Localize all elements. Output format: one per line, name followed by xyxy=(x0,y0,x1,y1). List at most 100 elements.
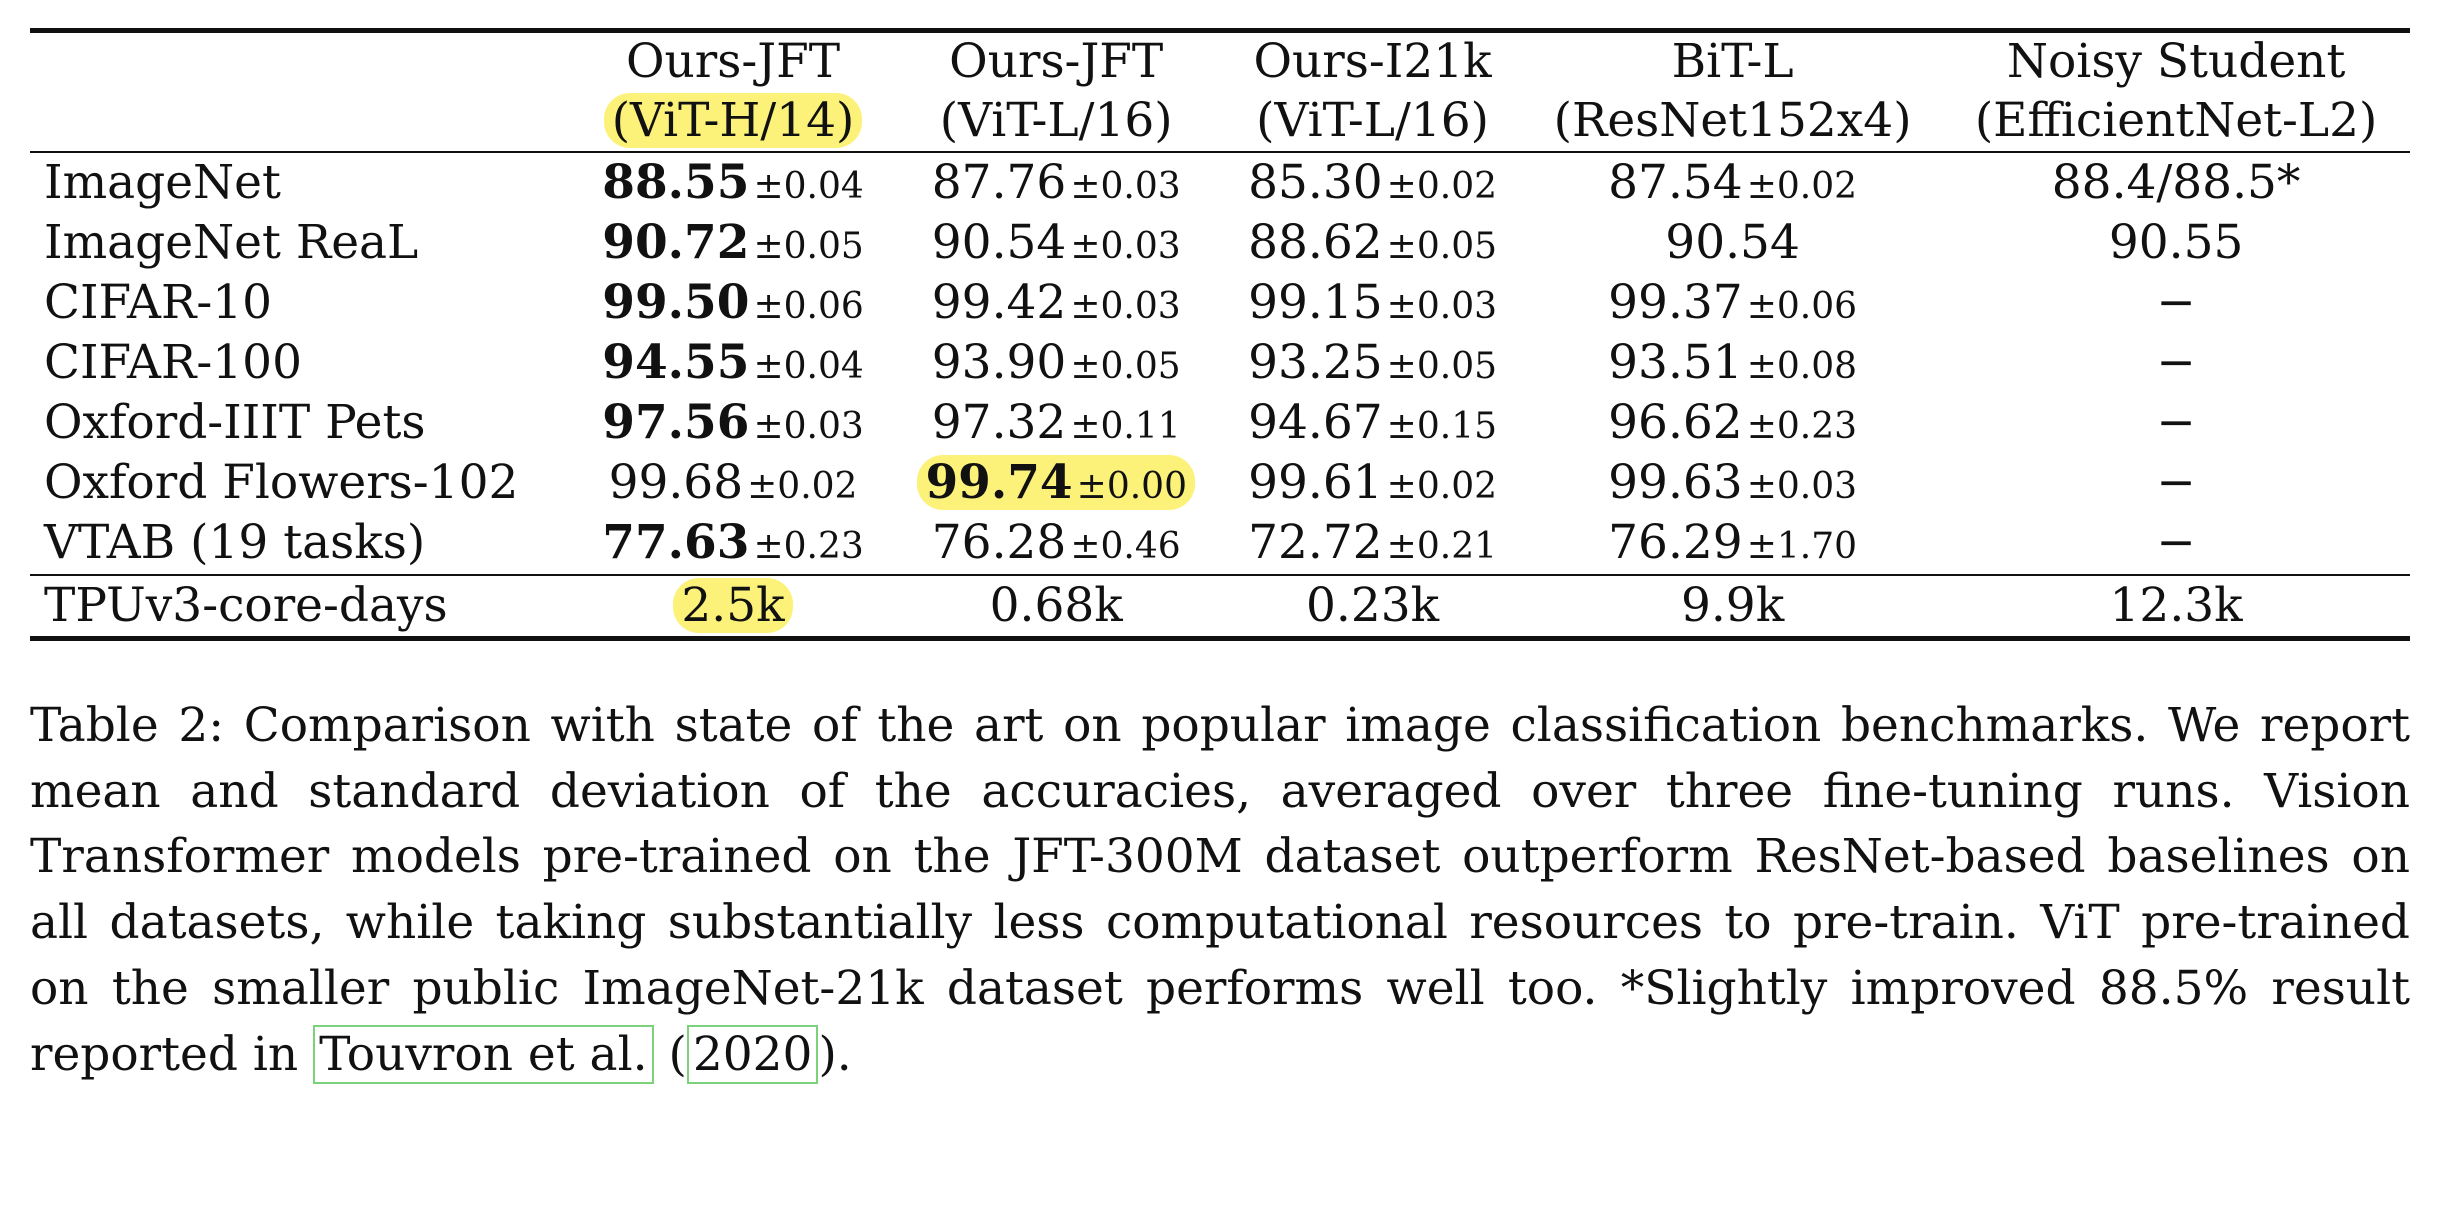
mean-value: 99.68 xyxy=(608,455,744,511)
column-header: Ours-JFT (ViT-L/16) xyxy=(939,34,1173,148)
score-cell: 90.54 ±0.03 xyxy=(890,213,1222,273)
mean-value: 94.67 xyxy=(1248,395,1383,451)
score-cell: 90.54 xyxy=(1665,214,1800,270)
row-label: Oxford-IIIT Pets xyxy=(44,395,426,451)
std-value: 0.02 xyxy=(1776,165,1858,207)
table-row: Oxford Flowers-102 99.68 ±0.02 99.74 ±0.00 99… xyxy=(30,453,2410,513)
score-cell: 94.55 ±0.04 xyxy=(576,333,891,393)
mean-value: 87.76 xyxy=(931,154,1067,210)
mean-value: 72.72 xyxy=(1248,515,1383,571)
table-row: VTAB (19 tasks) 77.63 ±0.23 76.28 ±0.46 72.72… xyxy=(30,513,2410,574)
score-cell: 76.29 ±1.70 xyxy=(1523,513,1942,574)
plus-minus: ± xyxy=(1746,285,1777,327)
citation-link[interactable]: Touvron et al. xyxy=(313,1024,654,1084)
plus-minus: ± xyxy=(1746,406,1777,448)
score-cell: 85.30 ±0.02 xyxy=(1222,150,1523,213)
std-value: 0.03 xyxy=(1416,285,1497,327)
row-label: CIFAR-10 xyxy=(44,274,273,330)
mean-value: 96.62 xyxy=(1608,395,1743,451)
plus-minus: ± xyxy=(1386,165,1417,207)
std-value: 0.23 xyxy=(1776,406,1858,448)
compute-row: TPUv3-core-days 2.5k 0.68k 0.23k 9.9k 12… xyxy=(30,573,2410,641)
std-value: 0.03 xyxy=(783,406,864,448)
highlighted-text: 2.5k xyxy=(673,577,793,633)
citation-year-link[interactable]: 2020 xyxy=(686,1024,819,1084)
plus-minus: ± xyxy=(1386,526,1417,568)
row-label: TPUv3-core-days xyxy=(30,573,576,641)
mean-value: 77.63 xyxy=(602,515,750,571)
mean-value: 99.37 xyxy=(1608,274,1743,330)
mean-value: 93.51 xyxy=(1608,334,1743,390)
plus-minus: ± xyxy=(1070,165,1101,207)
caption-text: Table 2: Comparison with state of the ar… xyxy=(30,697,2410,1082)
std-value: 0.06 xyxy=(783,285,864,327)
table-row: ImageNet 88.55 ±0.04 87.76 ±0.03 85.30 ±0.02 87… xyxy=(30,150,2410,213)
highlighted-text: (ViT-H/14) xyxy=(603,92,863,148)
highlighted-text: 99.74 ±0.00 xyxy=(917,455,1195,511)
std-value: 1.70 xyxy=(1776,526,1858,568)
plus-minus: ± xyxy=(1386,225,1417,267)
plus-minus: ± xyxy=(1386,285,1417,327)
std-value: 0.23 xyxy=(783,526,864,568)
mean-value: 99.50 xyxy=(602,274,750,330)
mean-value: 99.63 xyxy=(1608,455,1743,511)
mean-value: 90.54 xyxy=(931,214,1067,270)
header-row: Ours-JFT (ViT-H/14) Ours-JFT (ViT-L/16) Ou… xyxy=(30,30,2410,152)
std-value: 0.03 xyxy=(1776,466,1858,508)
plus-minus: ± xyxy=(753,165,784,207)
row-label: CIFAR-100 xyxy=(44,334,302,390)
plus-minus: ± xyxy=(753,406,784,448)
score-cell: 88.55 ±0.04 xyxy=(575,150,891,213)
mean-value: 93.25 xyxy=(1248,334,1383,390)
plus-minus: ± xyxy=(1386,406,1417,448)
plus-minus: ± xyxy=(1746,466,1777,508)
table-row: Oxford-IIIT Pets 97.56 ±0.03 97.32 ±0.11 94.6… xyxy=(30,393,2410,453)
compute-cell: 0.68k xyxy=(890,573,1223,641)
std-value: 0.02 xyxy=(777,466,858,508)
mean-value: 88.55 xyxy=(602,154,750,210)
plus-minus: ± xyxy=(1386,345,1417,387)
compute-cell: 0.23k xyxy=(1222,573,1523,641)
score-cell: 90.55 xyxy=(2108,214,2244,270)
score-cell: 93.25 ±0.05 xyxy=(1222,333,1523,393)
plus-minus: ± xyxy=(1070,526,1101,568)
table-row: CIFAR-10 99.50 ±0.06 99.42 ±0.03 99.15 ±0.03 99… xyxy=(30,273,2410,333)
std-value: 0.21 xyxy=(1416,526,1497,568)
score-cell: 96.62 ±0.23 xyxy=(1523,393,1942,453)
column-header: Ours-I21k (ViT-L/16) xyxy=(1253,34,1492,148)
plus-minus: ± xyxy=(1070,285,1101,327)
std-value: 0.05 xyxy=(1100,345,1181,387)
std-value: 0.08 xyxy=(1776,345,1858,387)
mean-value: 99.74 xyxy=(925,455,1073,511)
score-cell: 90.72 ±0.05 xyxy=(576,213,891,273)
plus-minus: ± xyxy=(753,225,784,267)
plus-minus: ± xyxy=(753,345,784,387)
mean-value: 97.32 xyxy=(931,395,1067,451)
results-table: Ours-JFT (ViT-H/14) Ours-JFT (ViT-L/16) Ou… xyxy=(30,28,2410,641)
plus-minus: ± xyxy=(1070,406,1101,448)
std-value: 0.15 xyxy=(1416,406,1497,448)
score-cell: 88.62 ±0.05 xyxy=(1222,213,1523,273)
score-cell: 97.32 ±0.11 xyxy=(890,393,1222,453)
plus-minus: ± xyxy=(1746,345,1777,387)
mean-value: 99.15 xyxy=(1248,274,1383,330)
column-header: BiT-L (ResNet152x4) xyxy=(1553,34,1912,148)
std-value: 0.11 xyxy=(1100,406,1181,448)
row-label: VTAB (19 tasks) xyxy=(44,515,426,571)
table-caption: Table 2: Comparison with state of the ar… xyxy=(30,697,2410,1084)
std-value: 0.06 xyxy=(1776,285,1858,327)
score-cell: 87.54 ±0.02 xyxy=(1522,150,1943,213)
plus-minus: ± xyxy=(747,466,778,508)
mean-value: 93.90 xyxy=(931,334,1067,390)
score-cell: 77.63 ±0.23 xyxy=(576,513,891,574)
score-cell: 94.67 ±0.15 xyxy=(1222,393,1523,453)
score-cell: 88.4/88.5* xyxy=(1942,150,2410,213)
score-cell: 93.90 ±0.05 xyxy=(890,333,1222,393)
score-cell: 99.61 ±0.02 xyxy=(1222,453,1523,513)
table-row: CIFAR-100 94.55 ±0.04 93.90 ±0.05 93.25 ±0.05 9… xyxy=(30,333,2410,393)
column-header: Noisy Student (EfficientNet-L2) xyxy=(1974,34,2378,148)
score-cell: − xyxy=(2156,334,2196,390)
score-cell: 99.68 ±0.02 xyxy=(576,453,891,513)
std-value: 0.46 xyxy=(1100,526,1181,568)
std-value: 0.05 xyxy=(1416,345,1497,387)
